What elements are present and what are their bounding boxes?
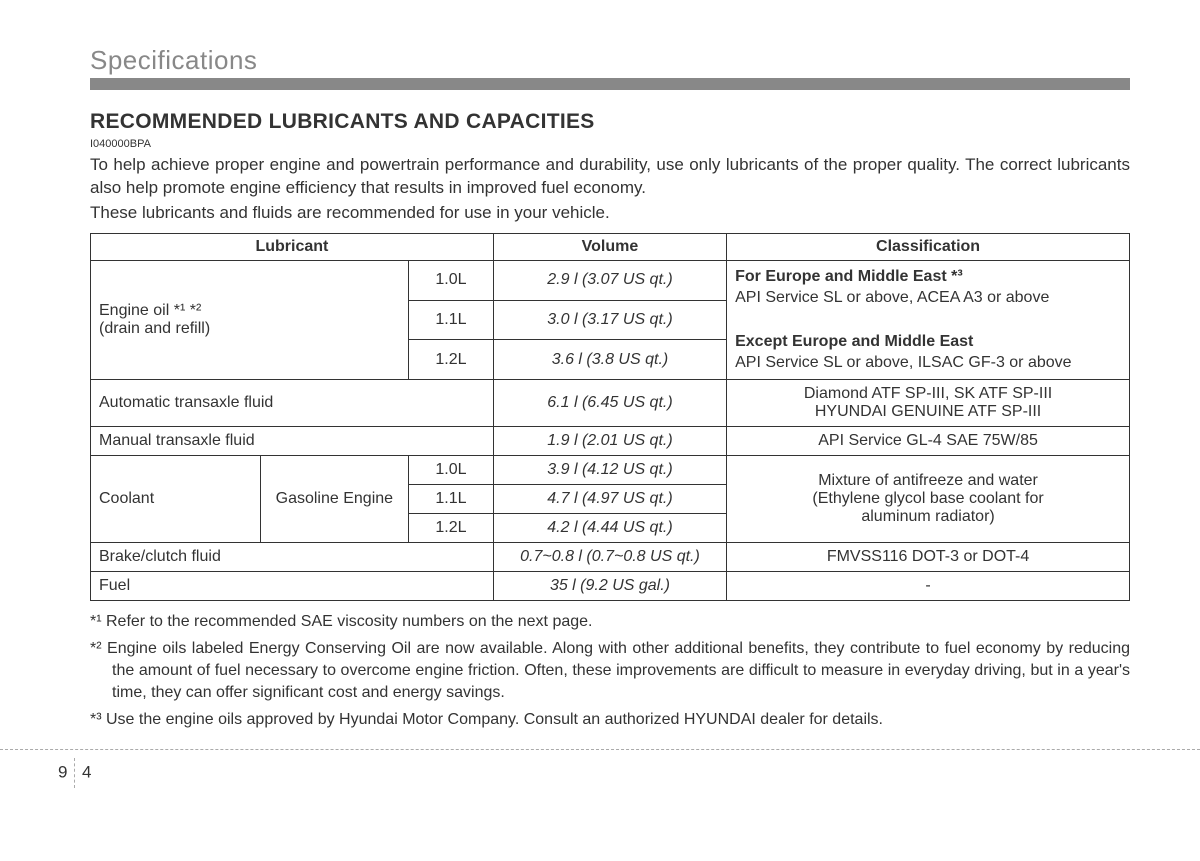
table-header-row: Lubricant Volume Classification xyxy=(91,233,1130,260)
volume-cell: 6.1 l (6.45 US qt.) xyxy=(493,379,726,426)
classif-line: API Service SL or above, ILSAC GF-3 or a… xyxy=(735,354,1071,371)
lubricant-label: Fuel xyxy=(91,571,494,600)
size-cell: 1.2L xyxy=(409,340,494,380)
classif-line: Mixture of antifreeze and water xyxy=(818,472,1038,489)
size-cell: 1.0L xyxy=(409,455,494,484)
volume-cell: 4.2 l (4.44 US qt.) xyxy=(493,513,726,542)
chapter-number: 9 xyxy=(58,762,67,781)
table-row: Automatic transaxle fluid 6.1 l (6.45 US… xyxy=(91,379,1130,426)
footnotes: *¹ Refer to the recommended SAE viscosit… xyxy=(90,611,1130,731)
engine-type: Gasoline Engine xyxy=(260,455,408,542)
classification-cell: Mixture of antifreeze and water (Ethylen… xyxy=(727,455,1130,542)
table-row: Coolant Gasoline Engine 1.0L 3.9 l (4.12… xyxy=(91,455,1130,484)
lubricant-label: Engine oil *¹ *² (drain and refill) xyxy=(91,260,409,379)
spec-table: Lubricant Volume Classification Engine o… xyxy=(90,233,1130,601)
intro-paragraph: To help achieve proper engine and powert… xyxy=(90,154,1130,200)
classif-line: Except Europe and Middle East xyxy=(735,333,973,350)
volume-cell: 3.9 l (4.12 US qt.) xyxy=(493,455,726,484)
page-number: 9 4 xyxy=(58,758,1200,788)
size-cell: 1.1L xyxy=(409,300,494,340)
volume-cell: 35 l (9.2 US gal.) xyxy=(493,571,726,600)
classification-cell: For Europe and Middle East *³ API Servic… xyxy=(727,260,1130,379)
classif-line: (Ethylene glycol base coolant for xyxy=(812,490,1043,507)
main-title: RECOMMENDED LUBRICANTS AND CAPACITIES xyxy=(90,110,1130,134)
col-classification: Classification xyxy=(727,233,1130,260)
classification-cell: Diamond ATF SP-III, SK ATF SP-III HYUNDA… xyxy=(727,379,1130,426)
recommend-paragraph: These lubricants and fluids are recommen… xyxy=(90,203,1130,223)
engine-oil-label: Engine oil *¹ *² xyxy=(99,302,201,319)
table-row: Fuel 35 l (9.2 US gal.) - xyxy=(91,571,1130,600)
classification-cell: FMVSS116 DOT-3 or DOT-4 xyxy=(727,542,1130,571)
classif-line: API Service SL or above, ACEA A3 or abov… xyxy=(735,289,1049,306)
classif-line: HYUNDAI GENUINE ATF SP-III xyxy=(815,403,1041,420)
lubricant-label: Automatic transaxle fluid xyxy=(91,379,494,426)
footnote-1: *¹ Refer to the recommended SAE viscosit… xyxy=(90,611,1130,633)
table-row: Brake/clutch fluid 0.7~0.8 l (0.7~0.8 US… xyxy=(91,542,1130,571)
lubricant-label: Brake/clutch fluid xyxy=(91,542,494,571)
page-separator xyxy=(74,758,75,788)
col-volume: Volume xyxy=(493,233,726,260)
classif-line: Diamond ATF SP-III, SK ATF SP-III xyxy=(804,385,1052,402)
classif-line: aluminum radiator) xyxy=(861,508,994,525)
document-code: I040000BPA xyxy=(90,138,1130,150)
section-header: Specifications xyxy=(90,45,1130,90)
lubricant-label: Coolant xyxy=(91,455,261,542)
classification-cell: - xyxy=(727,571,1130,600)
size-cell: 1.2L xyxy=(409,513,494,542)
footer-divider xyxy=(0,749,1200,750)
volume-cell: 3.0 l (3.17 US qt.) xyxy=(493,300,726,340)
size-cell: 1.1L xyxy=(409,484,494,513)
table-row: Engine oil *¹ *² (drain and refill) 1.0L… xyxy=(91,260,1130,300)
classification-cell: API Service GL-4 SAE 75W/85 xyxy=(727,426,1130,455)
lubricant-label: Manual transaxle fluid xyxy=(91,426,494,455)
footnote-2: *² Engine oils labeled Energy Conserving… xyxy=(90,638,1130,703)
col-lubricant: Lubricant xyxy=(91,233,494,260)
volume-cell: 4.7 l (4.97 US qt.) xyxy=(493,484,726,513)
classif-line: For Europe and Middle East *³ xyxy=(735,268,963,285)
volume-cell: 0.7~0.8 l (0.7~0.8 US qt.) xyxy=(493,542,726,571)
page-container: Specifications RECOMMENDED LUBRICANTS AN… xyxy=(0,0,1200,731)
table-row: Manual transaxle fluid 1.9 l (2.01 US qt… xyxy=(91,426,1130,455)
volume-cell: 2.9 l (3.07 US qt.) xyxy=(493,260,726,300)
volume-cell: 1.9 l (2.01 US qt.) xyxy=(493,426,726,455)
engine-oil-sublabel: (drain and refill) xyxy=(99,320,210,337)
volume-cell: 3.6 l (3.8 US qt.) xyxy=(493,340,726,380)
page-number-value: 4 xyxy=(82,762,91,781)
size-cell: 1.0L xyxy=(409,260,494,300)
footnote-3: *³ Use the engine oils approved by Hyund… xyxy=(90,709,1130,731)
